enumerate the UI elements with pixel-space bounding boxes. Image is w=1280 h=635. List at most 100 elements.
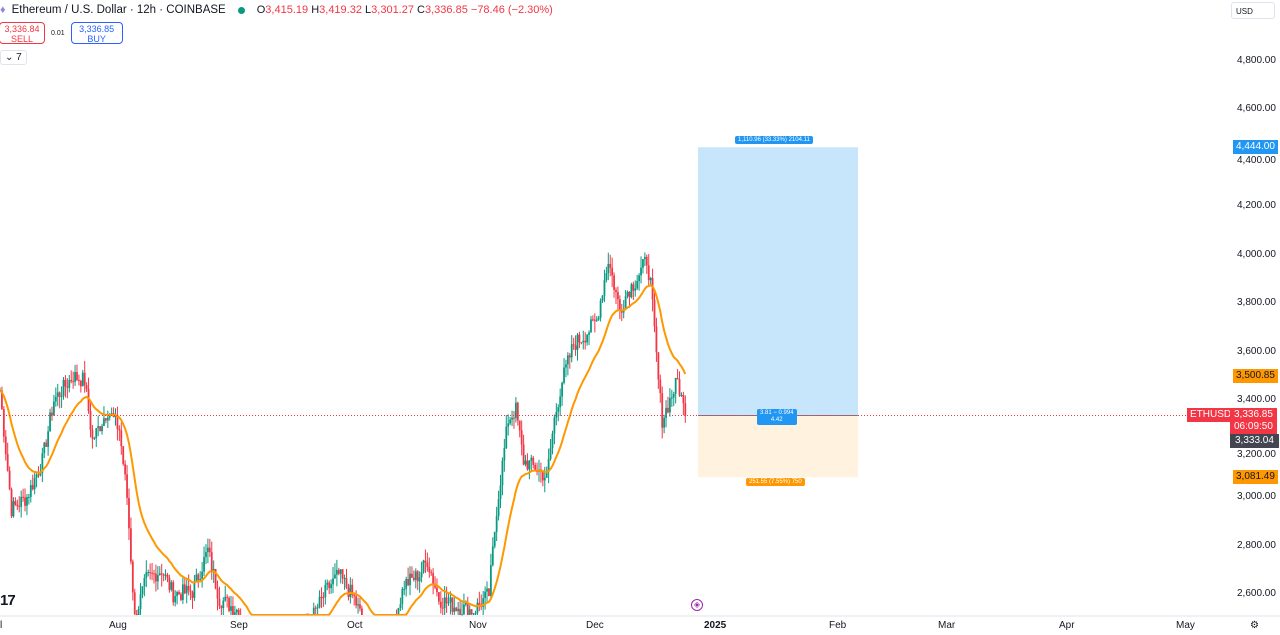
- candle-body: [103, 418, 105, 426]
- candle-body: [97, 426, 100, 429]
- candle-body: [226, 596, 229, 598]
- tradingview-logo[interactable]: 17: [0, 592, 16, 609]
- last-price-tag: 3,336.85 06:09:50: [1230, 408, 1277, 437]
- candle-body: [104, 418, 107, 421]
- candle-body: [630, 284, 633, 298]
- currency-selector[interactable]: USD: [1231, 2, 1275, 19]
- candle-body: [682, 395, 685, 404]
- market-status-dot[interactable]: [237, 6, 245, 14]
- candle-body: [35, 474, 38, 478]
- candle-body: [74, 372, 76, 382]
- candle-body: [312, 607, 315, 615]
- candle-body: [118, 428, 121, 431]
- candle-body: [232, 606, 234, 615]
- candle-body: [522, 444, 525, 465]
- candle-body: [351, 584, 354, 595]
- candle-body: [116, 415, 119, 429]
- indicators-toggle[interactable]: ⌄ 7: [0, 50, 27, 65]
- candle-body: [447, 602, 450, 604]
- candle-body: [441, 607, 444, 609]
- buy-button[interactable]: 3,336.85 BUY: [70, 22, 123, 44]
- candle-body: [320, 596, 323, 598]
- candle-body: [164, 574, 167, 576]
- candle-body: [332, 578, 334, 585]
- candle-body: [85, 385, 88, 390]
- candle-body: [22, 496, 24, 498]
- candle-body: [153, 573, 155, 575]
- candle-body: [576, 334, 579, 350]
- sell-button[interactable]: 3,336.84 SELL: [0, 22, 45, 44]
- candle-body: [489, 565, 492, 596]
- candle-body: [205, 552, 207, 558]
- candle-body: [451, 597, 454, 612]
- candle-body: [607, 264, 610, 273]
- candle-body: [216, 588, 219, 599]
- candle-body: [349, 584, 352, 597]
- spread: 0.01: [51, 29, 65, 37]
- candle-body: [10, 489, 13, 517]
- candles: [0, 252, 687, 616]
- risk-reward-label[interactable]: 3.81 − 0.994 4.42: [757, 409, 797, 426]
- candle-body: [156, 575, 159, 582]
- candle-body: [528, 460, 531, 470]
- candle-body: [665, 407, 667, 418]
- candle-body: [503, 447, 506, 461]
- candle-body: [176, 592, 178, 597]
- candle-body: [130, 528, 132, 562]
- candle-body: [318, 596, 321, 608]
- symbol-legend: ♦ Ethereum / U.S. Dollar · 12h · COINBAS…: [0, 4, 553, 16]
- candle-body: [64, 379, 67, 387]
- candle-body: [201, 571, 204, 580]
- candle-body: [41, 453, 44, 473]
- time-axis-label: Aug: [109, 620, 127, 631]
- candle-body: [526, 460, 529, 470]
- candle-body: [466, 603, 469, 615]
- candle-body: [62, 379, 65, 397]
- candle-body: [416, 571, 419, 582]
- price-axis-label: 3,800.00: [1237, 297, 1276, 309]
- candle-body: [78, 380, 80, 382]
- time-axis-label: Nov: [469, 620, 487, 631]
- candle-body: [628, 291, 631, 298]
- candle-body: [572, 344, 575, 346]
- candle-body: [108, 414, 111, 418]
- candle-body: [180, 594, 182, 600]
- candle-body: [195, 574, 198, 582]
- candle-body: [197, 574, 200, 581]
- loss-zone[interactable]: [698, 415, 858, 478]
- candle-body: [145, 572, 148, 578]
- candle-body: [659, 379, 662, 394]
- candle-body: [482, 598, 485, 608]
- price-axis-label: 3,400.00: [1237, 394, 1276, 406]
- candle-body: [397, 607, 400, 615]
- candle-body: [181, 584, 184, 600]
- candle-body: [597, 317, 600, 320]
- settings-icon[interactable]: ⚙: [1250, 620, 1259, 631]
- candle-body: [135, 614, 138, 616]
- candle-body: [501, 460, 504, 486]
- candle-body: [193, 581, 196, 598]
- candle-body: [574, 345, 577, 350]
- candle-body: [499, 485, 502, 500]
- candle-body: [418, 577, 421, 582]
- candle-body: [56, 392, 59, 397]
- buy-label: BUY: [87, 34, 106, 44]
- event-marker-icon[interactable]: ◈: [691, 599, 703, 611]
- time-axis-label: l: [0, 620, 3, 631]
- symbol-title[interactable]: Ethereum / U.S. Dollar · 12h · COINBASE: [11, 4, 226, 16]
- candle-body: [541, 471, 544, 481]
- profit-zone[interactable]: [698, 147, 858, 416]
- time-axis-label: May: [1176, 620, 1195, 631]
- candle-body: [29, 485, 32, 498]
- time-axis-label: Apr: [1059, 620, 1075, 631]
- candle-body: [212, 568, 215, 572]
- bar-countdown: 06:09:50: [1234, 421, 1273, 433]
- candle-body: [235, 609, 238, 613]
- candle-body: [207, 547, 209, 553]
- candle-body: [426, 562, 429, 568]
- candle-body: [357, 604, 359, 606]
- candle-body: [605, 272, 608, 281]
- candle-body: [83, 372, 86, 386]
- time-axis-label: Feb: [829, 620, 847, 631]
